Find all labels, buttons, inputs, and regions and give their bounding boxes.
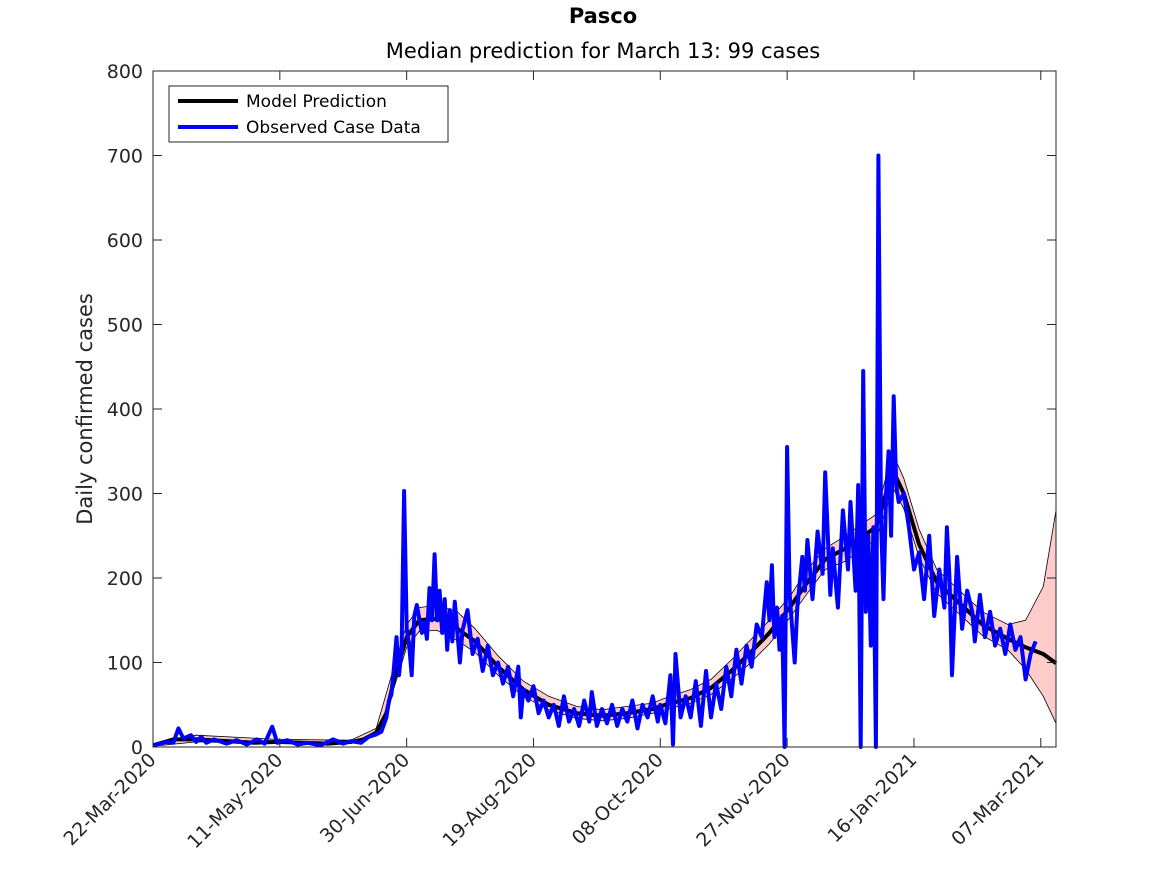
plot-area: 0 100 200 300 400 500 600 700 800 22-Mar-2020 11-M…: [60, 61, 1058, 853]
band-area: [153, 455, 1056, 747]
observed-line-layer: [152, 153, 1038, 749]
legend-label-model-prediction: Model Prediction: [246, 92, 387, 112]
legend-box: [168, 85, 449, 143]
y-axis-label: Daily confirmed cases: [73, 293, 97, 525]
y-tick-label: 300: [107, 484, 143, 506]
series-line-model-prediction: [152, 470, 1058, 748]
x-tick-label: 27-Nov-2020: [692, 749, 794, 851]
x-tick-label: 07-Mar-2021: [947, 749, 1048, 850]
x-tick-label: 22-Mar-2020: [60, 749, 161, 850]
series-line-observed-case-data: [152, 153, 1038, 749]
y-tick-label: 400: [107, 399, 143, 421]
legend: Model Prediction Observed Case Data: [168, 85, 449, 143]
x-tick-label: 11-May-2020: [183, 749, 287, 853]
y-tick-label: 800: [107, 61, 143, 83]
x-tick-label: 19-Aug-2020: [439, 749, 541, 851]
legend-label-observed-case-data: Observed Case Data: [246, 118, 421, 138]
y-tick-label: 100: [107, 653, 143, 675]
y-tick-label: 500: [107, 315, 143, 337]
y-tick-label: 200: [107, 568, 143, 590]
prediction-line-layer: [152, 470, 1058, 748]
band-upper-edge: [152, 454, 1057, 745]
confidence-band: [152, 454, 1057, 747]
x-tick-label: 30-Jun-2020: [316, 749, 414, 847]
y-tick-label: 0: [131, 737, 143, 759]
x-tick-label: 08-Oct-2020: [568, 749, 668, 849]
y-tick-label: 700: [107, 146, 143, 168]
chart-title: Pasco: [569, 4, 637, 28]
x-tick-label: 16-Jan-2021: [823, 749, 921, 847]
axis-ticks: 0 100 200 300 400 500 600 700 800 22-Mar-2020 11-M…: [60, 61, 1056, 853]
band-lower-edge: [152, 488, 1057, 747]
y-tick-label: 600: [107, 230, 143, 252]
chart-subtitle: Median prediction for March 13: 99 cases: [386, 39, 820, 63]
axes-box: [152, 70, 1057, 748]
